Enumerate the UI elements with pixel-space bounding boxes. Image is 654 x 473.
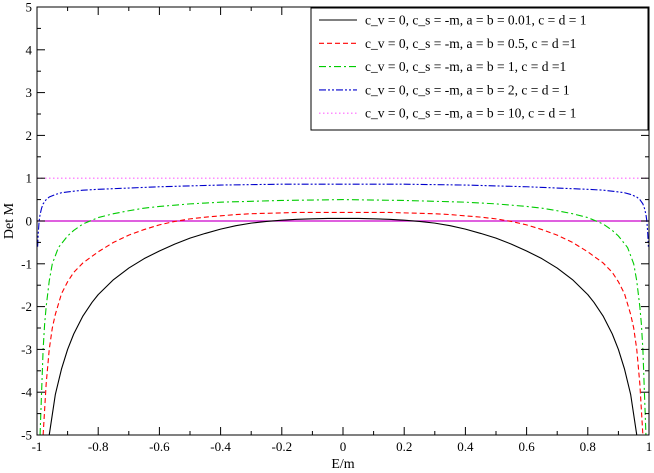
x-tick-label: -0.4 (210, 439, 231, 454)
y-tick-label: 4 (26, 42, 33, 57)
y-tick-label: -4 (21, 385, 32, 400)
y-tick-label: -5 (21, 428, 32, 443)
y-tick-label: -1 (21, 256, 32, 271)
x-tick-label: 0.6 (518, 439, 535, 454)
series-line-1 (48, 217, 638, 436)
legend-label-4: c_v = 0, c_s = -m, a = b = 2, c = d = 1 (365, 82, 570, 97)
y-tick-label: 5 (26, 0, 33, 15)
x-tick-label: 0.8 (580, 439, 596, 454)
x-tick-label: -0.6 (149, 439, 170, 454)
legend-label-1: c_v = 0, c_s = -m, a = b = 0.01, c = d =… (365, 13, 587, 28)
y-tick-label: 0 (26, 214, 33, 229)
x-tick-label: -0.2 (272, 439, 293, 454)
x-tick-label: -0.8 (88, 439, 109, 454)
x-tick-label: 1 (646, 439, 653, 454)
x-tick-label: -1 (32, 439, 43, 454)
y-tick-label: -2 (21, 299, 32, 314)
y-tick-label: 1 (26, 171, 33, 186)
x-tick-label: 0 (340, 439, 347, 454)
x-tick-label: 0.4 (457, 439, 474, 454)
x-tick-label: 0.2 (396, 439, 412, 454)
ticks-layer: -1 -0.8 -0.6 -0.4 -0.2 0 0.2 0.4 0.6 0.8 1 -5 -4 -3 -2… (21, 0, 652, 454)
series-line-3 (39, 199, 647, 436)
series-line-4 (37, 183, 649, 247)
legend-label-5: c_v = 0, c_s = -m, a = b = 10, c = d = 1 (365, 106, 576, 121)
legend-entries: c_v = 0, c_s = -m, a = b = 0.01, c = d =… (319, 13, 587, 121)
legend-label-2: c_v = 0, c_s = -m, a = b = 0.5, c = d =1 (365, 36, 576, 51)
y-axis-title: Det M (2, 202, 17, 239)
x-axis-title: E/m (331, 457, 354, 472)
y-tick-label: -3 (21, 342, 32, 357)
series-layer (37, 177, 649, 436)
y-tick-label: 2 (26, 128, 33, 143)
legend-box (310, 7, 649, 131)
y-tick-label: 3 (26, 85, 33, 100)
legend-label-3: c_v = 0, c_s = -m, a = b = 1, c = d =1 (365, 59, 566, 74)
series-line-2 (42, 211, 644, 436)
legend: c_v = 0, c_s = -m, a = b = 0.01, c = d =… (310, 7, 649, 131)
